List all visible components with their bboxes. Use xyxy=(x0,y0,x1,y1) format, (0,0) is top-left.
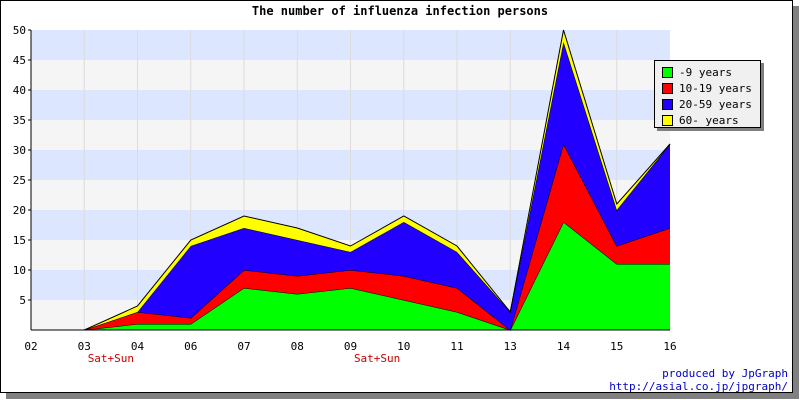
chart-legend: -9 years 10-19 years 20-59 years 60- years xyxy=(654,60,761,128)
frame-shadow-bottom xyxy=(6,393,799,399)
area-series-2 xyxy=(84,144,671,330)
legend-swatch xyxy=(662,114,673,126)
x-tick-label: 09 xyxy=(344,340,357,353)
credit-text: produced by JpGraph xyxy=(662,367,788,380)
x-tick-label: 13 xyxy=(504,340,517,353)
x-tick-label: 04 xyxy=(131,340,145,353)
legend-item: 10-19 years xyxy=(662,80,760,96)
x-tick-label: 16 xyxy=(663,340,676,353)
x-tick-label: 07 xyxy=(237,340,250,353)
y-tick-label: 10 xyxy=(13,264,26,277)
x-tick-label: 03 xyxy=(78,340,91,353)
area-series-3 xyxy=(84,42,671,330)
legend-label: -9 years xyxy=(679,65,732,79)
frame-shadow-right xyxy=(793,6,799,399)
legend-label: 60- years xyxy=(679,113,739,127)
y-tick-label: 25 xyxy=(13,174,26,187)
legend-item: 60- years xyxy=(662,112,760,128)
weekend-label: Sat+Sun xyxy=(88,352,134,365)
legend-label: 10-19 years xyxy=(679,81,752,95)
legend-label: 20-59 years xyxy=(679,97,752,111)
legend-swatch xyxy=(662,82,673,94)
legend-swatch xyxy=(662,98,673,110)
area-series-4-outline xyxy=(84,29,671,331)
legend-item: -9 years xyxy=(662,64,760,80)
area-series-1 xyxy=(84,222,671,330)
weekend-label: Sat+Sun xyxy=(354,352,400,365)
y-tick-label: 35 xyxy=(13,114,26,127)
y-tick-label: 5 xyxy=(19,294,26,307)
y-tick-label: 15 xyxy=(13,234,26,247)
x-tick-label: 02 xyxy=(24,340,37,353)
y-tick-label: 20 xyxy=(13,204,26,217)
x-tick-label: 08 xyxy=(291,340,304,353)
x-tick-label: 14 xyxy=(557,340,571,353)
credit-url: http://asial.co.jp/jpgraph/ xyxy=(609,380,788,393)
x-tick-label: 11 xyxy=(450,340,463,353)
y-tick-label: 50 xyxy=(13,24,26,37)
x-tick-label: 10 xyxy=(397,340,410,353)
y-tick-label: 30 xyxy=(13,144,26,157)
chart-title: The number of influenza infection person… xyxy=(251,4,549,18)
legend-swatch xyxy=(662,66,673,78)
y-tick-label: 45 xyxy=(13,54,26,67)
legend-item: 20-59 years xyxy=(662,96,760,112)
y-tick-label: 40 xyxy=(13,84,26,97)
x-tick-label: 15 xyxy=(610,340,623,353)
x-tick-label: 06 xyxy=(184,340,197,353)
